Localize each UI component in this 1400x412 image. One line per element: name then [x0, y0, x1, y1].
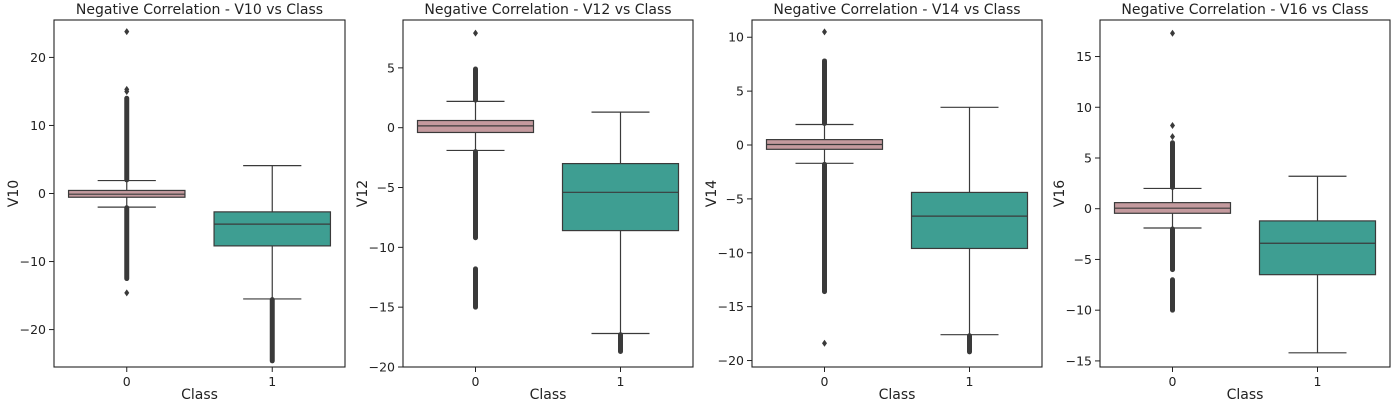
y-tick-label: −15 — [369, 300, 395, 315]
outlier-point — [1170, 29, 1175, 37]
chart-title: Negative Correlation - V16 vs Class — [1121, 2, 1368, 18]
box-class-0 — [765, 28, 884, 347]
y-tick-label: 5 — [387, 60, 395, 75]
axes-frame — [751, 19, 1043, 368]
subplot-3: Negative Correlation - V14 vs Class −20 −1… — [704, 2, 1043, 403]
x-tick-label: 0 — [123, 374, 131, 389]
x-tick-label: 0 — [821, 374, 829, 389]
iqr-box — [561, 162, 680, 232]
axes-frame — [402, 19, 694, 368]
y-tick-label: −20 — [20, 322, 46, 337]
subplot-1: Negative Correlation - V10 vs Class −20 −1… — [6, 2, 346, 403]
y-tick-label: −5 — [1074, 252, 1092, 267]
x-axis-label: Class — [530, 387, 567, 403]
outlier-point — [124, 87, 130, 95]
y-tick-label: 15 — [1076, 49, 1092, 64]
box-class-0 — [67, 28, 186, 297]
y-axis-label: V14 — [704, 180, 720, 207]
x-tick-label: 1 — [268, 374, 276, 389]
iqr-box — [213, 211, 332, 247]
x-tick-label: 0 — [472, 374, 480, 389]
outlier-point — [1170, 133, 1175, 141]
y-axis-label: V10 — [6, 180, 22, 207]
box-class-1 — [910, 106, 1029, 355]
y-axis-label: V12 — [355, 180, 371, 207]
y-tick-label: −10 — [20, 254, 46, 269]
subplot-4: Negative Correlation - V16 vs Class −15 −1… — [1052, 2, 1391, 403]
x-tick-label: 1 — [966, 374, 974, 389]
outlier-point — [1170, 122, 1175, 130]
y-tick-label: −15 — [718, 299, 744, 314]
outlier-point — [473, 29, 478, 37]
y-tick-label: 10 — [30, 118, 46, 133]
x-tick-label: 1 — [1314, 374, 1322, 389]
box-class-1 — [213, 165, 332, 364]
y-tick-label: −5 — [377, 180, 395, 195]
axes-frame — [1099, 19, 1391, 368]
y-tick-label: −10 — [718, 245, 744, 260]
iqr-box — [910, 191, 1029, 250]
box-class-0 — [1113, 29, 1232, 313]
y-axis-label: V16 — [1052, 180, 1068, 207]
y-tick-label: −5 — [726, 191, 744, 206]
y-tick-label: 10 — [1076, 100, 1092, 115]
y-tick-label: 5 — [1084, 150, 1092, 165]
iqr-box — [1258, 220, 1377, 276]
y-tick-label: 0 — [38, 186, 46, 201]
box-class-0 — [416, 29, 535, 310]
y-tick-label: −15 — [1066, 353, 1092, 368]
x-axis-label: Class — [879, 387, 916, 403]
chart-title: Negative Correlation - V14 vs Class — [773, 2, 1020, 18]
subplot-2: Negative Correlation - V12 vs Class −20 −1… — [355, 2, 694, 403]
box-class-1 — [561, 111, 680, 354]
x-tick-label: 0 — [1169, 374, 1177, 389]
y-tick-label: 0 — [387, 120, 395, 135]
chart-title: Negative Correlation - V12 vs Class — [424, 2, 671, 18]
x-axis-label: Class — [181, 387, 218, 403]
y-tick-label: −20 — [718, 353, 744, 368]
y-tick-label: −10 — [369, 240, 395, 255]
y-tick-label: 0 — [736, 138, 744, 153]
box-class-1 — [1258, 175, 1377, 354]
y-tick-label: 0 — [1084, 201, 1092, 216]
y-tick-label: 20 — [30, 50, 46, 65]
y-tick-label: −20 — [369, 360, 395, 375]
x-axis-label: Class — [1227, 387, 1264, 403]
chart-title: Negative Correlation - V10 vs Class — [76, 2, 323, 18]
y-tick-label: 10 — [728, 30, 744, 45]
outlier-point — [822, 339, 827, 347]
outlier-point — [124, 28, 130, 36]
x-tick-label: 1 — [617, 374, 625, 389]
y-tick-label: 5 — [736, 84, 744, 99]
y-tick-label: −10 — [1066, 303, 1092, 318]
outlier-point — [124, 289, 130, 297]
outlier-point — [822, 28, 827, 36]
